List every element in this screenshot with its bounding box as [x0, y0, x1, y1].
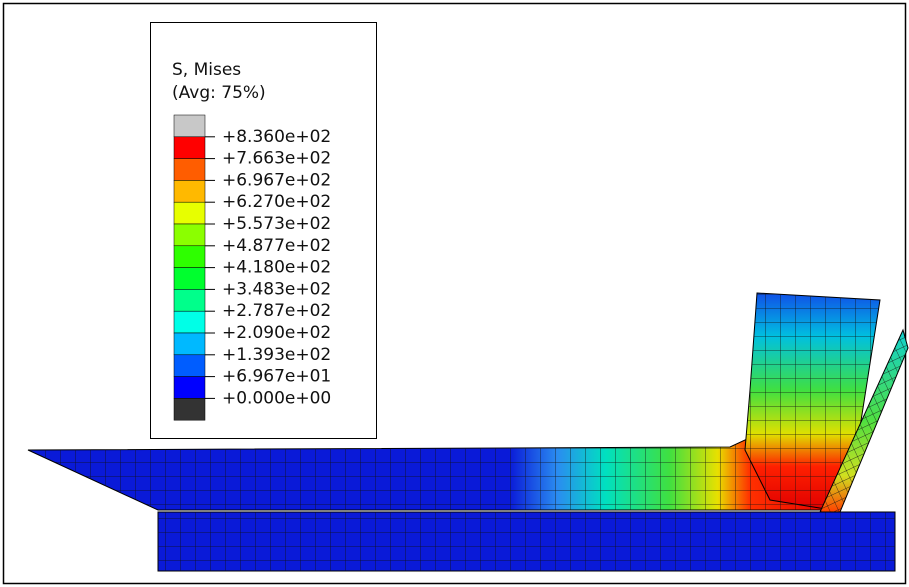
- legend-label: +4.180e+02: [222, 258, 331, 278]
- legend-swatch: [174, 355, 205, 377]
- legend-label: +0.000e+00: [222, 388, 331, 408]
- legend-label: +1.393e+02: [222, 345, 331, 365]
- legend-swatch: [174, 333, 205, 355]
- legend-label: +6.967e+02: [222, 170, 331, 190]
- legend-label: +2.787e+02: [222, 301, 331, 321]
- legend-swatch: [174, 311, 205, 333]
- legend-title: S, Mises: [172, 60, 241, 80]
- legend-swatch: [174, 115, 205, 137]
- legend-label: +3.483e+02: [222, 279, 331, 299]
- legend-label: +4.877e+02: [222, 236, 331, 256]
- viewport: S, Mises (Avg: 75%) +8.360e+02+7.663e+02…: [0, 0, 909, 587]
- legend-swatch: [174, 159, 205, 181]
- base-mesh: [158, 512, 895, 571]
- legend-label: +6.270e+02: [222, 192, 331, 212]
- legend-label: +6.967e+01: [222, 367, 331, 387]
- legend-swatch: [174, 180, 205, 202]
- legend-swatch: [174, 289, 205, 311]
- legend-swatch: [174, 246, 205, 268]
- legend-swatch: [174, 224, 205, 246]
- legend-swatch: [174, 377, 205, 399]
- legend-swatch: [174, 202, 205, 224]
- legend-swatch: [174, 398, 205, 420]
- legend-swatch: [174, 268, 205, 290]
- legend-label: +5.573e+02: [222, 214, 331, 234]
- legend-label: +2.090e+02: [222, 323, 331, 343]
- legend-label: +7.663e+02: [222, 149, 331, 169]
- legend-swatch: [174, 137, 205, 159]
- legend-subtitle: (Avg: 75%): [172, 83, 266, 103]
- legend-label: +8.360e+02: [222, 127, 331, 147]
- legend: S, Mises (Avg: 75%) +8.360e+02+7.663e+02…: [151, 23, 377, 439]
